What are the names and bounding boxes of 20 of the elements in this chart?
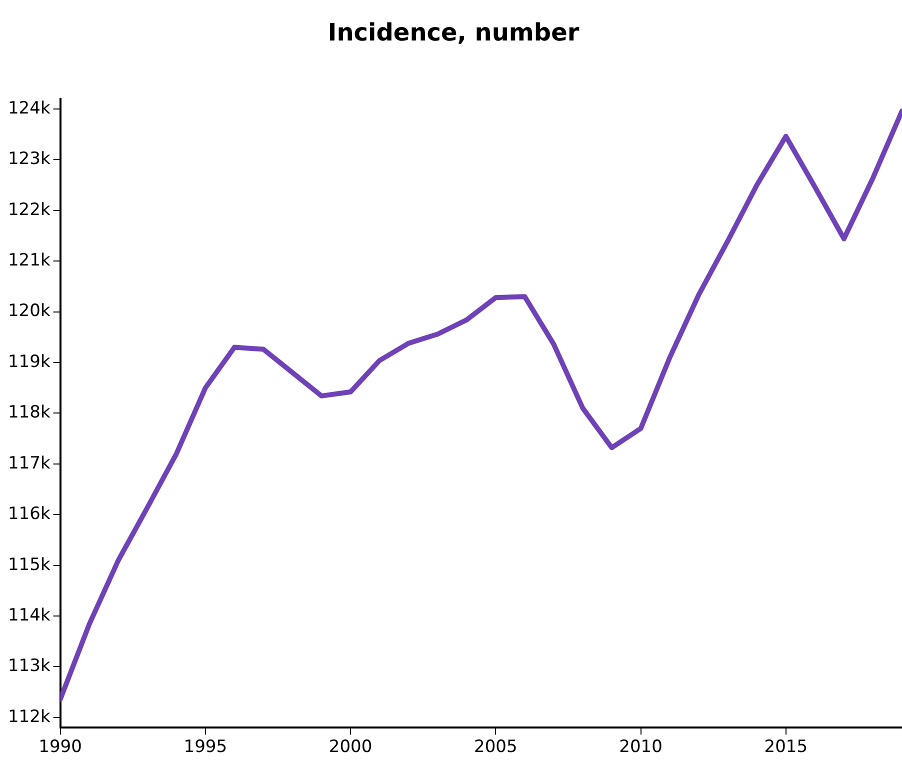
y-tick-label: 112k: [8, 706, 50, 727]
y-tick-label: 117k: [8, 453, 50, 474]
y-tick-label: 113k: [8, 656, 50, 676]
y-tick-label: 124k: [8, 98, 50, 118]
chart-title: Incidence, number: [328, 18, 580, 47]
x-tick-label: 2005: [474, 737, 518, 758]
y-tick-label: 123k: [8, 149, 50, 170]
y-tick-label: 115k: [8, 554, 50, 575]
x-tick-label: 2000: [328, 737, 372, 758]
y-tick-label: 116k: [8, 504, 50, 524]
x-tick-label: 2015: [764, 737, 808, 758]
y-tick-label: 120k: [8, 301, 50, 322]
y-tick-label: 114k: [8, 605, 50, 626]
x-tick-label: 1995: [184, 737, 228, 758]
y-tick-label: 122k: [8, 200, 50, 220]
y-tick-label: 119k: [8, 352, 50, 372]
x-tick-label: 2010: [619, 737, 662, 758]
x-tick-label: 1990: [38, 737, 82, 758]
y-tick-label: 121k: [8, 250, 50, 270]
y-tick-label: 118k: [8, 402, 50, 423]
